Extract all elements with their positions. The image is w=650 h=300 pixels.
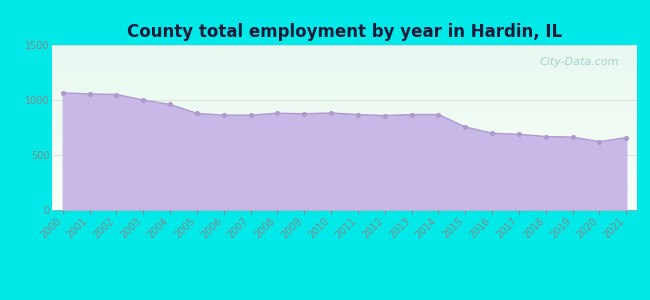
Point <box>84 92 95 96</box>
Point <box>218 113 229 118</box>
Point <box>165 102 176 107</box>
Point <box>514 132 524 137</box>
Point <box>541 134 551 139</box>
Point <box>567 135 578 140</box>
Point <box>326 111 336 116</box>
Point <box>192 111 202 116</box>
Point <box>487 131 497 136</box>
Point <box>299 111 309 116</box>
Text: City-Data.com: City-Data.com <box>540 56 619 67</box>
Point <box>380 113 390 118</box>
Title: County total employment by year in Hardin, IL: County total employment by year in Hardi… <box>127 23 562 41</box>
Point <box>272 111 283 116</box>
Point <box>353 112 363 117</box>
Point <box>621 135 631 140</box>
Point <box>460 124 471 129</box>
Point <box>58 91 68 95</box>
Point <box>138 98 148 102</box>
Point <box>406 112 417 117</box>
Point <box>433 112 443 117</box>
Point <box>594 139 604 144</box>
Point <box>246 113 256 118</box>
Point <box>111 92 122 97</box>
